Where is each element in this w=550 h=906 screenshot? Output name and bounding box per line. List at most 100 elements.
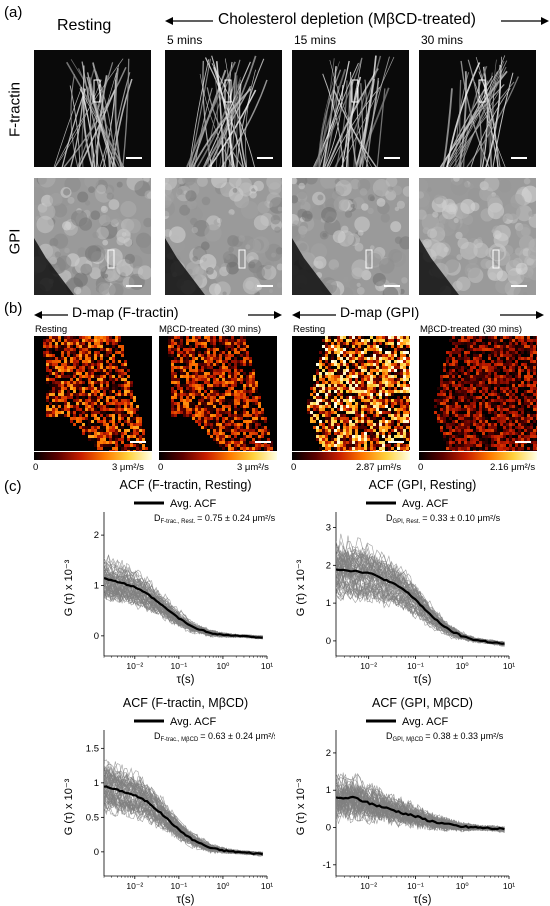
chart-title: ACF (GPI, Resting) [369,478,477,492]
y-tick-label: 1 [94,580,99,591]
x-tick-label: 10⁻² [126,661,143,671]
y-axis-label: G (τ) x 10⁻³ [295,559,307,616]
dmap-gpi-resting [292,336,410,451]
x-tick-label: 10⁻² [360,661,377,671]
chart-title: ACF (F-tractin, Resting) [120,478,252,492]
resting-header: Resting [57,17,112,34]
panel-label-c: (c) [4,478,22,495]
y-tick-label: -1 [323,860,331,871]
colorbar-min: 0 [158,462,164,473]
diffusion-annotation: DGPI, Rest. = 0.33 ± 0.10 μm²/s [386,513,501,525]
panel-label-b: (b) [4,300,23,317]
y-tick-label: 0 [94,847,99,858]
acf-chart-ftractin-mbcd: ACF (F-tractin, MβCD) Avg. ACF DF-trac., M… [63,696,275,906]
micrograph-ftractin-30min [419,50,536,167]
y-tick-label: 1 [326,598,331,609]
acf-trace [104,775,263,855]
acf-trace [336,790,505,833]
y-tick-label: 1.5 [86,743,99,754]
colorbar [292,452,410,460]
micrograph-ftractin-resting [34,50,151,167]
panel-label-a: (a) [4,4,23,21]
colorbar [34,452,152,460]
colorbar-min: 0 [33,462,39,473]
x-tick-label: 10⁻¹ [170,881,187,891]
acf-trace [104,770,263,855]
dmap-label: Resting [35,324,68,335]
micrograph-gpi-15min [292,178,409,295]
chart-title: ACF (F-tractin, MβCD) [123,696,248,710]
colorbar [159,452,277,460]
colorbar-min: 0 [418,462,424,473]
dmap-ftractin-header: D-map (F-tractin) [72,304,179,320]
y-tick-label: 1 [94,778,99,789]
acf-trace [336,558,505,647]
y-tick-label: 2 [326,560,331,571]
y-tick-label: 3 [326,523,331,534]
avg-acf-line [104,576,263,639]
x-tick-label: 10⁻² [126,881,143,891]
micrograph-ftractin-15min [292,50,409,167]
x-tick-label: 10¹ [261,661,273,671]
legend-label: Avg. ACF [170,498,217,510]
y-tick-label: 0 [326,636,331,647]
depletion-arrow [165,17,549,25]
diffusion-annotation: DGPI, MβCD = 0.38 ± 0.33 μm²/s [386,731,504,743]
dmap-label: MβCD-treated (30 mins) [420,324,523,335]
acf-trace [336,793,505,831]
y-axis-label: G (τ) x 10⁻³ [63,559,75,616]
x-axis-label: τ(s) [177,674,195,686]
legend-label: Avg. ACF [402,716,449,728]
dmap-label: MβCD-treated (30 mins) [159,324,262,335]
y-tick-label: 0.5 [86,812,99,823]
micrograph-gpi-5min [165,178,282,295]
timepoint-label: 30 mins [421,33,464,47]
x-tick-label: 10⁻¹ [407,881,424,891]
avg-acf-line [104,785,264,856]
acf-chart-gpi-mbcd: ACF (GPI, MβCD) Avg. ACF DGPI, MβCD = 0.38 … [295,696,515,906]
timepoint-label: 5 mins [167,33,203,47]
diffusion-annotation: DF-trac., Rest. = 0.75 ± 0.24 μm²/s [154,513,275,525]
colorbar [419,452,537,460]
acf-chart-ftractin-resting: ACF (F-tractin, Resting) Avg. ACF DF-trac.… [63,478,275,686]
y-tick-label: 2 [326,748,331,759]
y-tick-label: 2 [94,530,99,541]
timepoint-label: 15 mins [294,33,337,47]
x-tick-label: 10⁰ [456,661,469,671]
micrograph-gpi-resting [34,178,151,295]
x-tick-label: 10⁻¹ [170,661,187,671]
y-axis-label: G (τ) x 10⁻³ [63,778,75,835]
y-tick-label: 0 [94,631,99,642]
colorbar-max: 3 μm²/s [237,462,269,473]
x-tick-label: 10⁻¹ [407,661,424,671]
micrograph-gpi-30min [419,178,536,295]
diffusion-annotation: DF-trac., MβCD = 0.63 ± 0.24 μm²/s [154,731,275,743]
micrograph-ftractin-5min [165,50,282,167]
acf-trace [104,587,263,638]
x-axis-label: τ(s) [414,674,432,686]
avg-acf-line [336,795,505,831]
colorbar-max: 2.87 μm²/s [356,462,402,473]
x-axis-label: τ(s) [177,894,195,906]
legend-label: Avg. ACF [170,716,217,728]
chart-title: ACF (GPI, MβCD) [372,696,473,710]
dmap-ftractin-arrow [34,311,282,319]
colorbar-max: 3 μm²/s [112,462,144,473]
x-tick-label: 10¹ [261,881,273,891]
x-axis-label: τ(s) [414,894,432,906]
x-tick-label: 10⁻² [360,881,377,891]
legend-label: Avg. ACF [402,498,449,510]
acf-trace [104,580,263,638]
dmap-ftractin-mbcd [159,336,277,451]
x-tick-label: 10⁰ [216,881,229,891]
dmap-gpi-header: D-map (GPI) [340,304,420,320]
x-tick-label: 10¹ [503,661,515,671]
row-label-gpi: GPI [6,228,24,255]
dmap-ftractin-resting [34,336,152,451]
x-tick-label: 10⁰ [216,661,229,671]
avg-acf-line [336,568,505,645]
y-tick-label: 1 [326,785,331,796]
acf-trace [104,788,263,855]
x-tick-label: 10¹ [503,881,515,891]
